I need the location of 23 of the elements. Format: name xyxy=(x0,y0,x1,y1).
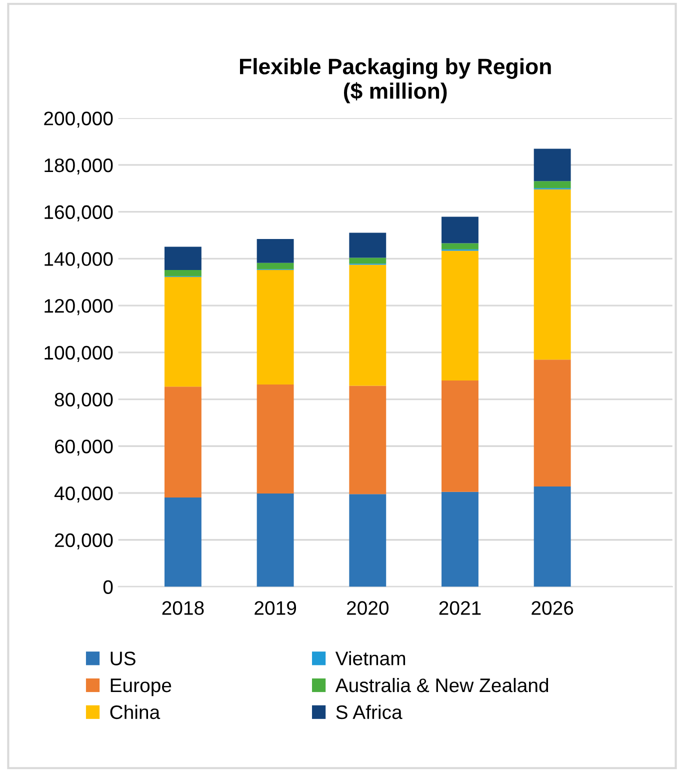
y-tick-label: 60,000 xyxy=(54,440,113,456)
y-tick-label: 40,000 xyxy=(54,486,113,503)
chart-title: Flexible Packaging by Region ($ million) xyxy=(240,58,551,104)
legend-label: S Africa xyxy=(336,704,402,720)
legend-label: China xyxy=(110,704,160,720)
y-tick-label: 160,000 xyxy=(44,205,113,222)
y-tick-label: 200,000 xyxy=(44,112,113,128)
x-tick-label: 2020 xyxy=(347,601,389,615)
legend-label: Europe xyxy=(110,678,172,696)
y-tick-label: 20,000 xyxy=(54,533,113,550)
x-tick-label: 2026 xyxy=(532,601,574,615)
y-tick-label: 80,000 xyxy=(54,392,113,409)
y-tick-label: 0 xyxy=(103,580,113,594)
y-tick-label: 140,000 xyxy=(44,252,113,268)
y-tick-label: 120,000 xyxy=(44,299,113,316)
legend-label: US xyxy=(110,652,136,666)
x-tick-label: 2018 xyxy=(162,601,204,615)
legend-label: Australia & New Zealand xyxy=(335,678,548,692)
y-tick-label: 180,000 xyxy=(44,158,113,175)
y-tick-label: 100,000 xyxy=(44,346,113,362)
x-tick-label: 2021 xyxy=(439,601,481,615)
x-tick-label: 2019 xyxy=(254,601,296,615)
legend-label: Vietnam xyxy=(335,651,406,666)
